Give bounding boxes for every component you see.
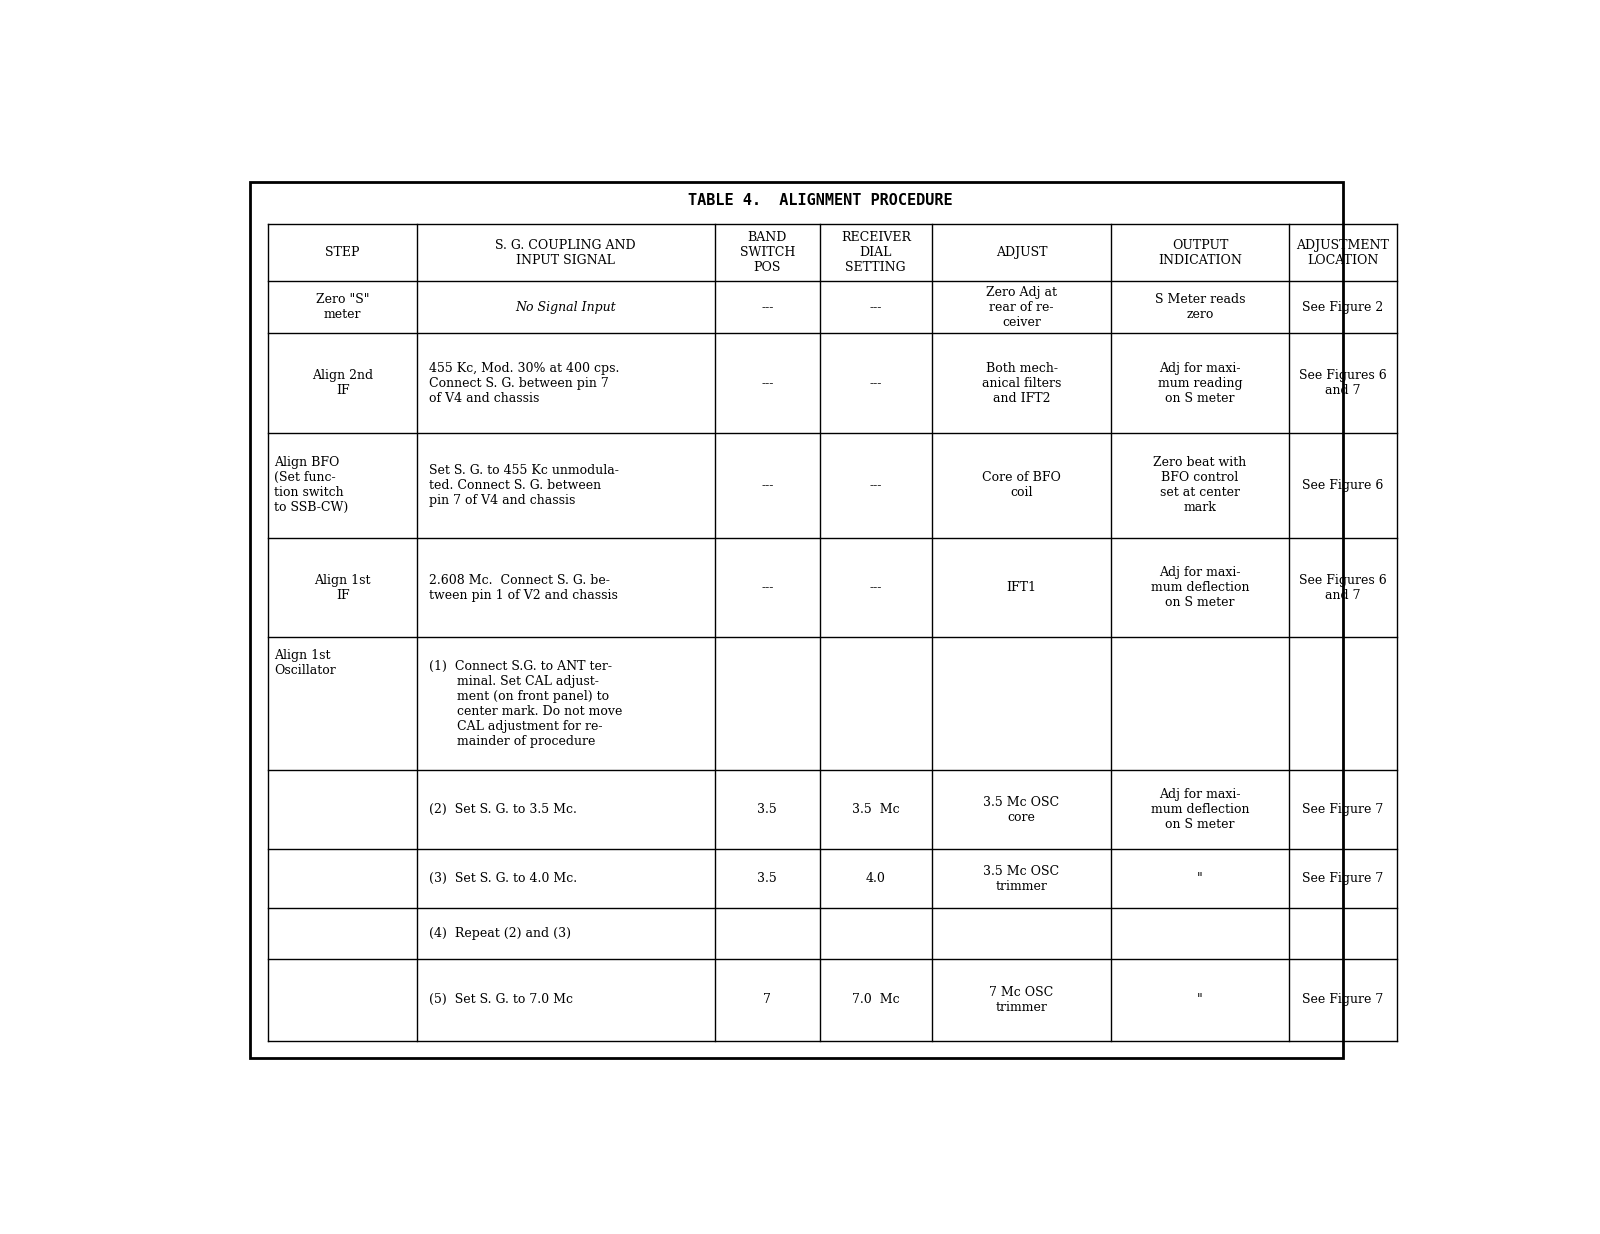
Text: ---: --- <box>870 479 882 492</box>
Text: ---: --- <box>870 376 882 390</box>
Text: RECEIVER
DIAL
SETTING: RECEIVER DIAL SETTING <box>842 231 910 274</box>
Text: See Figure 7: See Figure 7 <box>1302 872 1384 885</box>
Text: (2)  Set S. G. to 3.5 Mc.: (2) Set S. G. to 3.5 Mc. <box>429 803 578 817</box>
Text: 3.5: 3.5 <box>757 872 778 885</box>
Text: (1)  Connect S.G. to ANT ter-
       minal. Set CAL adjust-
       ment (on fron: (1) Connect S.G. to ANT ter- minal. Set … <box>429 660 622 748</box>
Text: ---: --- <box>870 301 882 313</box>
Text: ---: --- <box>762 581 773 594</box>
Text: See Figure 7: See Figure 7 <box>1302 803 1384 817</box>
Text: 4.0: 4.0 <box>866 872 886 885</box>
Text: BAND
SWITCH
POS: BAND SWITCH POS <box>739 231 795 274</box>
Text: Both mech-
anical filters
and IFT2: Both mech- anical filters and IFT2 <box>982 362 1061 405</box>
Text: Set S. G. to 455 Kc unmodula-
ted. Connect S. G. between
pin 7 of V4 and chassis: Set S. G. to 455 Kc unmodula- ted. Conne… <box>429 464 619 507</box>
Text: (4)  Repeat (2) and (3): (4) Repeat (2) and (3) <box>429 927 571 940</box>
Text: IFT1: IFT1 <box>1006 581 1037 594</box>
Text: S. G. COUPLING AND
INPUT SIGNAL: S. G. COUPLING AND INPUT SIGNAL <box>496 238 637 267</box>
Text: 7 Mc OSC
trimmer: 7 Mc OSC trimmer <box>989 986 1054 1014</box>
Text: Adj for maxi-
mum deflection
on S meter: Adj for maxi- mum deflection on S meter <box>1150 566 1250 610</box>
Text: ADJUST: ADJUST <box>995 246 1048 259</box>
Text: Align BFO
(Set func-
tion switch
to SSB-CW): Align BFO (Set func- tion switch to SSB-… <box>275 457 349 515</box>
Text: No Signal Input: No Signal Input <box>515 301 616 313</box>
Text: 7: 7 <box>763 993 771 1007</box>
Text: ": " <box>1197 872 1203 885</box>
Text: Align 1st
Oscillator: Align 1st Oscillator <box>275 649 336 676</box>
Text: See Figure 6: See Figure 6 <box>1302 479 1384 492</box>
Text: 3.5  Mc: 3.5 Mc <box>851 803 899 817</box>
Text: 7.0  Mc: 7.0 Mc <box>851 993 899 1007</box>
Text: TABLE 4.  ALIGNMENT PROCEDURE: TABLE 4. ALIGNMENT PROCEDURE <box>688 193 952 207</box>
Text: 455 Kc, Mod. 30% at 400 cps.
Connect S. G. between pin 7
of V4 and chassis: 455 Kc, Mod. 30% at 400 cps. Connect S. … <box>429 362 619 405</box>
Text: Align 2nd
IF: Align 2nd IF <box>312 369 373 397</box>
Text: OUTPUT
INDICATION: OUTPUT INDICATION <box>1158 238 1242 267</box>
Text: 2.608 Mc.  Connect S. G. be-
tween pin 1 of V2 and chassis: 2.608 Mc. Connect S. G. be- tween pin 1 … <box>429 574 618 601</box>
Text: STEP: STEP <box>325 246 360 259</box>
Text: S Meter reads
zero: S Meter reads zero <box>1155 294 1245 321</box>
Text: Zero Adj at
rear of re-
ceiver: Zero Adj at rear of re- ceiver <box>986 286 1058 328</box>
Text: 3.5 Mc OSC
trimmer: 3.5 Mc OSC trimmer <box>984 865 1059 892</box>
Text: See Figure 2: See Figure 2 <box>1302 301 1384 313</box>
Text: ---: --- <box>762 376 773 390</box>
Text: See Figures 6
and 7: See Figures 6 and 7 <box>1299 574 1387 601</box>
Text: Adj for maxi-
mum deflection
on S meter: Adj for maxi- mum deflection on S meter <box>1150 789 1250 832</box>
FancyBboxPatch shape <box>250 183 1344 1059</box>
Text: (3)  Set S. G. to 4.0 Mc.: (3) Set S. G. to 4.0 Mc. <box>429 872 578 885</box>
Text: (5)  Set S. G. to 7.0 Mc: (5) Set S. G. to 7.0 Mc <box>429 993 573 1007</box>
Text: ": " <box>1197 993 1203 1007</box>
Text: ---: --- <box>762 301 773 313</box>
Text: See Figures 6
and 7: See Figures 6 and 7 <box>1299 369 1387 397</box>
Text: Zero beat with
BFO control
set at center
mark: Zero beat with BFO control set at center… <box>1154 457 1246 515</box>
Text: ---: --- <box>870 581 882 594</box>
Text: 3.5 Mc OSC
core: 3.5 Mc OSC core <box>984 796 1059 824</box>
Text: ---: --- <box>762 479 773 492</box>
Text: Core of BFO
coil: Core of BFO coil <box>982 471 1061 500</box>
Text: ADJUSTMENT
LOCATION: ADJUSTMENT LOCATION <box>1296 238 1389 267</box>
Text: Zero "S"
meter: Zero "S" meter <box>315 294 370 321</box>
Text: See Figure 7: See Figure 7 <box>1302 993 1384 1007</box>
Text: 3.5: 3.5 <box>757 803 778 817</box>
Text: Align 1st
IF: Align 1st IF <box>314 574 371 601</box>
Text: Adj for maxi-
mum reading
on S meter: Adj for maxi- mum reading on S meter <box>1158 362 1242 405</box>
